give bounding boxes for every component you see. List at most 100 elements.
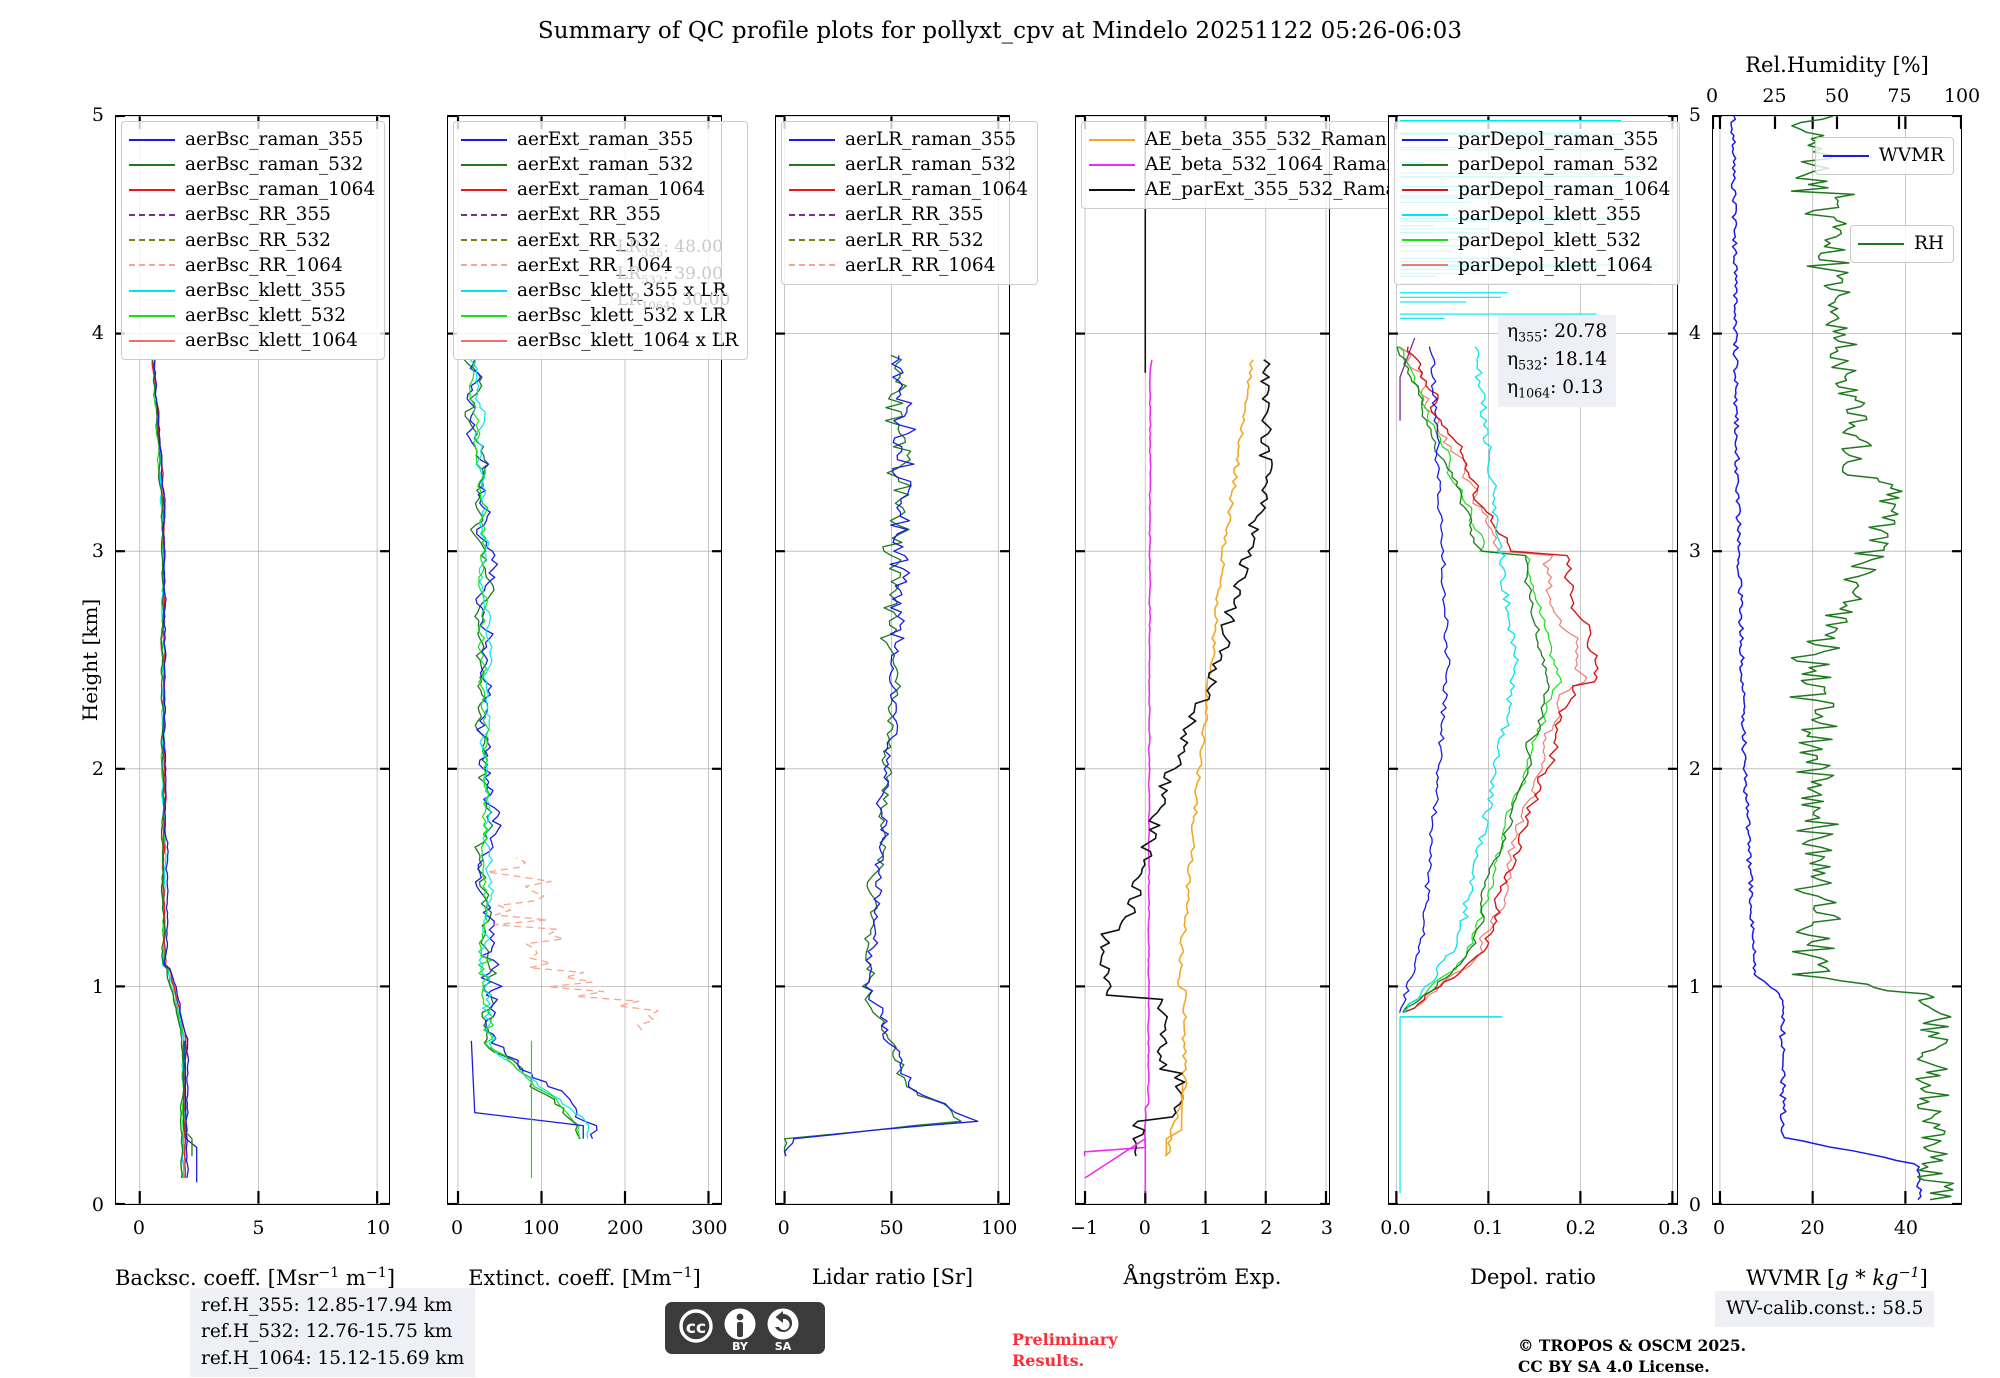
data-series-line	[468, 359, 580, 1139]
legend-label: aerBsc_klett_532	[185, 305, 347, 327]
x-axis-label-depol-ratio: Depol. ratio	[1470, 1265, 1596, 1289]
legend-label: aerLR_RR_1064	[845, 254, 996, 276]
data-series-line	[1398, 346, 1588, 1014]
data-series-line	[1396, 346, 1550, 1013]
top-axis-label-rh: Rel.Humidity [%]	[1745, 53, 1929, 77]
top-x-tick-label: 75	[1887, 85, 1912, 107]
legend-item[interactable]: parDepol_raman_532	[1402, 152, 1670, 177]
plot-svg-angstrom	[1076, 116, 1329, 1204]
legend-swatch-wvmr	[1822, 154, 1869, 157]
data-series-line	[1403, 346, 1519, 1013]
x-tick-label: 0.1	[1472, 1217, 1504, 1239]
panel-backscatter: Height [km] Backsc. coeff. [Msr−1 m−1] a…	[78, 104, 395, 1290]
legend-swatch-aerbsc-klett-1064-x-lr	[461, 339, 507, 342]
x-tick-label: 0	[1138, 1217, 1151, 1239]
legend-item[interactable]: parDepol_klett_532	[1402, 228, 1670, 253]
legend-item[interactable]: aerBsc_klett_532 x LR	[461, 303, 738, 328]
x-axis-label-lidar-ratio: Lidar ratio [Sr]	[811, 1265, 974, 1289]
legend-item[interactable]: aerBsc_raman_355	[129, 127, 375, 152]
preliminary-results-note: Preliminary Results.	[1012, 1330, 1118, 1370]
legend-item[interactable]: aerExt_RR_355	[461, 202, 738, 227]
legend-swatch-ae-beta-532-1064-raman	[1089, 163, 1135, 166]
legend-swatch-pardepol-raman-355	[1402, 138, 1448, 141]
data-series-line	[1399, 337, 1416, 421]
lidar-ratio-annotation: LR355: 48.00 LR532: 39.00 LR1064: 30.00	[617, 237, 731, 313]
legend-label: aerBsc_klett_532 x LR	[517, 305, 727, 327]
legend-label: AE_beta_532_1064_Raman	[1145, 154, 1399, 176]
legend-rh[interactable]: RH	[1849, 225, 1954, 264]
legend-wvmr[interactable]: WVMR	[1814, 137, 1954, 176]
data-series-line	[486, 857, 659, 1031]
legend-item[interactable]: aerExt_raman_355	[461, 127, 738, 152]
legend-item[interactable]: aerBsc_raman_532	[129, 152, 375, 177]
legend-angstrom[interactable]: AE_beta_355_532_Raman AE_beta_532_1064_Ra…	[1081, 121, 1419, 210]
x-tick-label: 10	[365, 1217, 391, 1239]
data-series-line	[1789, 116, 1955, 1201]
legend-item[interactable]: aerBsc_klett_355	[129, 278, 375, 303]
x-tick-label: 40	[1893, 1217, 1919, 1239]
x-tick-label: 2	[1260, 1217, 1273, 1239]
legend-depol-ratio[interactable]: parDepol_raman_355 parDepol_raman_532 parD…	[1394, 121, 1681, 285]
legend-item[interactable]: aerBsc_klett_1064 x LR	[461, 328, 738, 353]
plot-area-lidar-ratio	[775, 115, 1010, 1205]
data-series-line	[783, 354, 962, 1157]
x-tick-label: 300	[691, 1217, 728, 1239]
legend-item[interactable]: WVMR	[1822, 143, 1944, 168]
legend-item[interactable]: parDepol_klett_1064	[1402, 253, 1670, 278]
legend-label: aerBsc_raman_532	[185, 154, 364, 176]
legend-label: aerBsc_raman_1064	[185, 179, 376, 201]
legend-item[interactable]: AE_parExt_355_532_Raman	[1089, 177, 1408, 202]
legend-label: aerBsc_RR_532	[185, 229, 331, 251]
legend-item[interactable]: aerBsc_klett_1064	[129, 328, 375, 353]
x-axis-label-backscatter: Backsc. coeff. [Msr−1 m−1]	[115, 1265, 396, 1290]
y-axis-label: Height [km]	[78, 598, 103, 722]
legend-item[interactable]: aerExt_RR_1064	[461, 253, 738, 278]
x-tick-label: 0	[777, 1217, 790, 1239]
legend-item[interactable]: parDepol_raman_355	[1402, 127, 1670, 152]
legend-swatch-aerbsc-klett-355-x-lr	[461, 289, 507, 292]
legend-item[interactable]: AE_beta_532_1064_Raman	[1089, 152, 1408, 177]
top-x-tick-label: 100	[1943, 85, 1981, 107]
legend-label: aerBsc_klett_355	[185, 279, 347, 301]
legend-item[interactable]: aerLR_RR_532	[789, 228, 1028, 253]
data-series-line	[1730, 116, 1923, 1201]
legend-swatch-aerbsc-raman-1064	[129, 188, 175, 191]
legend-item[interactable]: parDepol_raman_1064	[1402, 177, 1670, 202]
x-tick-label: 0.3	[1658, 1217, 1689, 1239]
legend-item[interactable]: aerLR_RR_1064	[789, 253, 1028, 278]
legend-lidar-ratio[interactable]: aerLR_raman_355 aerLR_raman_532 aerLR_rama…	[781, 121, 1038, 285]
legend-item[interactable]: AE_beta_355_532_Raman	[1089, 127, 1408, 152]
legend-item[interactable]: aerExt_raman_532	[461, 152, 738, 177]
legend-item[interactable]: aerLR_raman_355	[789, 127, 1028, 152]
legend-item[interactable]: aerExt_raman_1064	[461, 177, 738, 202]
legend-item[interactable]: aerBsc_klett_532	[129, 303, 375, 328]
legend-backscatter[interactable]: aerBsc_raman_355 aerBsc_raman_532 aerBsc_r…	[121, 121, 386, 361]
legend-item[interactable]: RH	[1857, 231, 1944, 256]
legend-label: aerLR_RR_355	[845, 204, 984, 226]
data-series-line	[153, 359, 190, 1178]
data-series-line	[1403, 346, 1599, 1014]
legend-item[interactable]: aerBsc_RR_532	[129, 228, 375, 253]
legend-extinction[interactable]: aerExt_raman_355 aerExt_raman_532 aerExt_r…	[453, 121, 749, 361]
legend-item[interactable]: aerBsc_RR_1064	[129, 253, 375, 278]
legend-label: parDepol_raman_355	[1458, 129, 1659, 150]
legend-item[interactable]: aerBsc_raman_1064	[129, 177, 375, 202]
legend-item[interactable]: aerExt_RR_532	[461, 228, 738, 253]
legend-label: aerExt_raman_532	[517, 154, 694, 176]
legend-swatch-aerext-raman-532	[461, 163, 507, 166]
x-tick-label: 20	[1800, 1217, 1825, 1239]
legend-item[interactable]: aerLR_RR_355	[789, 202, 1028, 227]
legend-item[interactable]: aerLR_raman_532	[789, 152, 1028, 177]
data-series-line	[1164, 359, 1254, 1157]
legend-item[interactable]: aerLR_raman_1064	[789, 177, 1028, 202]
legend-swatch-pardepol-raman-1064	[1402, 188, 1448, 191]
legend-label: parDepol_raman_1064	[1458, 179, 1671, 201]
legend-item[interactable]: aerBsc_klett_355 x LR	[461, 278, 738, 303]
legend-item[interactable]: aerBsc_RR_355	[129, 202, 375, 227]
legend-swatch-aerlr-raman-1064	[789, 188, 835, 191]
legend-item[interactable]: parDepol_klett_355	[1402, 202, 1670, 227]
reference-height-note: ref.H_355: 12.85-17.94 km ref.H_532: 12.…	[190, 1288, 476, 1377]
legend-label: aerExt_raman_1064	[517, 179, 706, 201]
data-series-line	[1099, 359, 1273, 1157]
panel-angstrom: Ångström Exp. AE_beta_355_532_Raman AE_be…	[1070, 115, 1419, 1289]
